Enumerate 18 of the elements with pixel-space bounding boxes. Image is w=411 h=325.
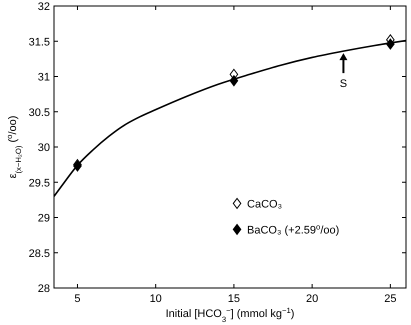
y-tick-label: 31.5 bbox=[28, 36, 50, 48]
y-tick-label: 28 bbox=[38, 283, 50, 295]
y-tick-label: 28.5 bbox=[28, 248, 50, 260]
legend-label: BaCO₃ (+2.59$^{o}$/oo) bbox=[247, 222, 340, 236]
annotation: S bbox=[340, 78, 348, 90]
x-tick-label: 5 bbox=[74, 293, 81, 305]
x-axis-title: Initial [HCO$_{3}$$^{−}$] (mmol kg$^{−1}$) bbox=[166, 306, 294, 324]
y-tick-label: 30.5 bbox=[28, 106, 50, 119]
x-tick-label: 20 bbox=[306, 293, 318, 305]
legend-label: CaCO₃ bbox=[247, 198, 282, 210]
y-tick-label: 29 bbox=[38, 212, 50, 224]
y-tick-label: 29.5 bbox=[28, 177, 50, 190]
x-tick-label: 25 bbox=[384, 293, 396, 305]
x-tick-label: 15 bbox=[228, 293, 240, 305]
y-tick-label: 30 bbox=[38, 142, 50, 154]
y-tick-label: 31 bbox=[38, 72, 50, 84]
x-tick-label: 10 bbox=[150, 293, 162, 305]
y-tick-label: 32 bbox=[38, 1, 50, 13]
